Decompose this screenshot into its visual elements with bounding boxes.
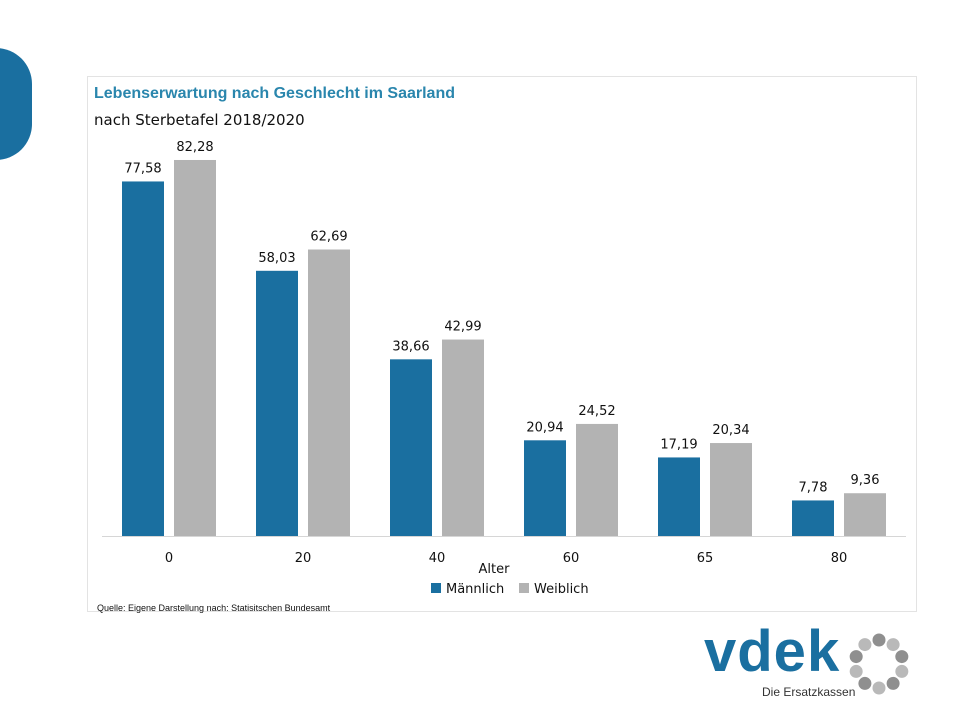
logo-ring-dot <box>849 664 863 678</box>
logo-ring-dot <box>858 676 872 690</box>
legend-swatch-male <box>431 583 441 593</box>
logo-ring-dot <box>858 638 872 652</box>
bar-male-40 <box>390 359 432 536</box>
bar-female-65 <box>710 443 752 536</box>
legend-swatch-female <box>519 583 529 593</box>
logo-ring-dot <box>886 638 900 652</box>
data-label-male-60: 20,94 <box>526 420 563 435</box>
bar-male-60 <box>524 440 566 536</box>
logo-tagline: Die Ersatzkassen <box>762 685 856 699</box>
bar-male-0 <box>122 181 164 536</box>
chart-frame: 77,58 82,28 58,03 62,69 38,66 42,99 20,94 24,52… <box>87 76 917 613</box>
x-tick-label-0: 0 <box>165 551 173 566</box>
data-label-male-0: 77,58 <box>124 161 161 176</box>
bar-male-80 <box>792 500 834 536</box>
bar-female-80 <box>844 493 886 536</box>
logo-ring-dot <box>895 650 909 664</box>
data-label-female-20: 62,69 <box>310 230 347 245</box>
logo-ring-dot <box>849 650 863 664</box>
chart-title: Lebenserwartung nach Geschlecht im Saarl… <box>94 85 455 102</box>
source-note: Quelle: Eigene Darstellung nach: Statisi… <box>97 603 331 613</box>
x-tick-label-80: 80 <box>831 551 848 566</box>
data-label-male-80: 7,78 <box>799 480 828 495</box>
x-axis-title: Alter <box>479 562 511 577</box>
data-label-female-80: 9,36 <box>851 473 880 488</box>
data-label-male-40: 38,66 <box>392 339 429 354</box>
bar-male-20 <box>256 270 298 536</box>
x-tick-label-40: 40 <box>429 551 446 566</box>
bar-female-0 <box>174 159 216 536</box>
legend-label-female: Weiblich <box>534 582 589 597</box>
x-tick-label-65: 65 <box>697 551 714 566</box>
bar-male-65 <box>658 457 700 536</box>
legend-label-male: Männlich <box>446 582 504 597</box>
logo-ring-dot <box>872 633 886 647</box>
logo-ring-dot <box>895 664 909 678</box>
logo-ring-dot <box>886 676 900 690</box>
logo-wordmark: vdek <box>704 619 841 684</box>
x-tick-labels: 0 20 40 60 65 80 <box>165 551 847 566</box>
bar-chart: 77,58 82,28 58,03 62,69 38,66 42,99 20,94 24,52… <box>102 140 906 597</box>
data-label-female-40: 42,99 <box>444 320 481 335</box>
legend: Männlich Weiblich <box>431 582 589 597</box>
bars-layer: 77,58 82,28 58,03 62,69 38,66 42,99 20,94 24,52… <box>122 140 886 536</box>
data-label-male-20: 58,03 <box>258 251 295 266</box>
data-label-female-65: 20,34 <box>712 423 749 438</box>
x-tick-label-60: 60 <box>563 551 580 566</box>
bar-female-60 <box>576 423 618 536</box>
chart-subtitle: nach Sterbetafel 2018/2020 <box>94 111 305 129</box>
bar-female-20 <box>308 249 350 536</box>
logo-ring-dot <box>872 681 886 695</box>
vdek-logo: vdek Die Ersatzkassen <box>704 619 914 702</box>
data-label-female-0: 82,28 <box>176 140 213 155</box>
side-tab-decoration <box>0 48 32 160</box>
logo-ring-icon <box>849 633 909 695</box>
data-label-female-60: 24,52 <box>578 404 615 419</box>
bar-female-40 <box>442 339 484 536</box>
data-label-male-65: 17,19 <box>660 437 697 452</box>
x-tick-label-20: 20 <box>295 551 312 566</box>
